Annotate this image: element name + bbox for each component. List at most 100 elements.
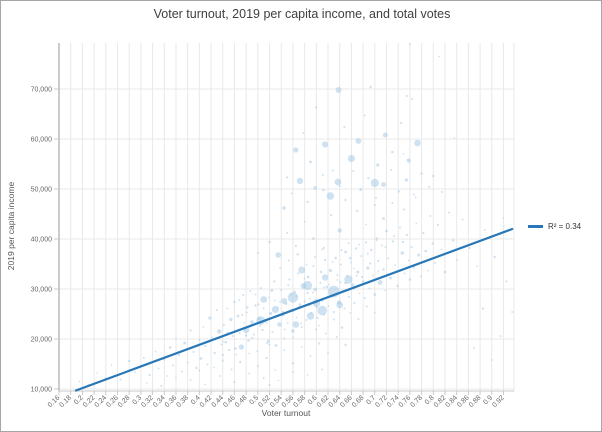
- data-point[interactable]: [269, 311, 273, 316]
- data-point[interactable]: [222, 324, 225, 326]
- data-point[interactable]: [411, 98, 414, 100]
- data-point[interactable]: [391, 240, 395, 243]
- data-point[interactable]: [248, 372, 250, 375]
- data-point[interactable]: [389, 276, 393, 280]
- data-point[interactable]: [277, 322, 282, 327]
- data-point[interactable]: [347, 242, 350, 244]
- data-point[interactable]: [315, 328, 318, 331]
- data-point[interactable]: [349, 261, 352, 264]
- data-point[interactable]: [234, 347, 237, 350]
- data-point[interactable]: [271, 331, 274, 333]
- data-point[interactable]: [312, 265, 315, 267]
- data-point[interactable]: [448, 211, 451, 214]
- data-point[interactable]: [241, 314, 244, 316]
- data-point[interactable]: [332, 318, 335, 321]
- data-point[interactable]: [256, 365, 259, 367]
- data-point[interactable]: [78, 380, 81, 383]
- data-point[interactable]: [365, 305, 368, 308]
- data-point[interactable]: [331, 169, 334, 172]
- data-point[interactable]: [172, 364, 175, 367]
- data-point[interactable]: [198, 369, 201, 372]
- data-point[interactable]: [280, 289, 283, 291]
- data-point[interactable]: [441, 191, 444, 193]
- data-point[interactable]: [175, 376, 177, 379]
- data-point[interactable]: [202, 326, 205, 328]
- data-point[interactable]: [306, 200, 309, 204]
- data-point[interactable]: [325, 285, 329, 289]
- data-point[interactable]: [373, 311, 376, 314]
- data-point[interactable]: [324, 332, 327, 335]
- data-point[interactable]: [290, 293, 293, 296]
- data-point[interactable]: [377, 259, 380, 263]
- data-point[interactable]: [96, 372, 98, 374]
- data-point[interactable]: [296, 253, 299, 256]
- data-point[interactable]: [285, 176, 289, 179]
- data-point[interactable]: [361, 280, 365, 283]
- data-point[interactable]: [429, 215, 432, 217]
- data-point[interactable]: [302, 132, 305, 134]
- data-point[interactable]: [390, 169, 393, 171]
- data-point[interactable]: [394, 264, 397, 266]
- data-point[interactable]: [377, 270, 380, 272]
- data-point[interactable]: [270, 289, 274, 292]
- data-point[interactable]: [404, 178, 408, 182]
- data-point[interactable]: [358, 243, 360, 246]
- data-point[interactable]: [297, 272, 300, 275]
- data-point[interactable]: [398, 226, 401, 229]
- data-point[interactable]: [306, 291, 309, 295]
- data-point[interactable]: [199, 357, 203, 360]
- data-point[interactable]: [493, 255, 496, 259]
- data-point[interactable]: [221, 359, 224, 362]
- data-point[interactable]: [256, 252, 259, 254]
- data-point[interactable]: [252, 333, 255, 336]
- data-point[interactable]: [407, 259, 410, 262]
- data-point[interactable]: [321, 274, 329, 281]
- data-point[interactable]: [291, 371, 294, 373]
- data-point[interactable]: [134, 371, 136, 373]
- data-point[interactable]: [434, 262, 437, 264]
- data-point[interactable]: [327, 305, 330, 307]
- data-point[interactable]: [481, 307, 485, 310]
- data-point[interactable]: [334, 178, 342, 186]
- data-point[interactable]: [420, 172, 423, 175]
- data-point[interactable]: [375, 238, 378, 242]
- data-point[interactable]: [473, 347, 476, 349]
- data-point[interactable]: [329, 213, 333, 217]
- data-point[interactable]: [368, 287, 371, 290]
- data-point[interactable]: [321, 248, 324, 251]
- data-point[interactable]: [370, 248, 373, 252]
- data-point[interactable]: [204, 383, 207, 386]
- data-point[interactable]: [367, 176, 370, 180]
- data-point[interactable]: [344, 343, 347, 347]
- data-point[interactable]: [250, 320, 254, 324]
- data-point[interactable]: [254, 304, 257, 307]
- data-point[interactable]: [373, 293, 377, 296]
- data-point[interactable]: [336, 274, 339, 276]
- data-point[interactable]: [217, 329, 222, 334]
- data-point[interactable]: [262, 307, 265, 310]
- data-point[interactable]: [364, 241, 368, 244]
- data-point[interactable]: [385, 229, 388, 233]
- data-point[interactable]: [274, 369, 277, 371]
- data-point[interactable]: [213, 366, 215, 369]
- data-point[interactable]: [344, 275, 353, 284]
- data-point[interactable]: [220, 343, 223, 346]
- data-point[interactable]: [323, 286, 325, 289]
- data-point[interactable]: [322, 188, 325, 192]
- data-point[interactable]: [374, 197, 377, 199]
- data-point[interactable]: [127, 359, 131, 363]
- data-point[interactable]: [348, 256, 352, 260]
- data-point[interactable]: [160, 385, 163, 387]
- data-point[interactable]: [401, 240, 405, 244]
- data-point[interactable]: [408, 278, 412, 281]
- data-point[interactable]: [293, 147, 299, 153]
- data-point[interactable]: [245, 311, 248, 314]
- data-point[interactable]: [363, 114, 366, 117]
- data-point[interactable]: [397, 190, 400, 193]
- data-point[interactable]: [259, 287, 262, 289]
- data-point[interactable]: [224, 340, 227, 344]
- data-point[interactable]: [277, 379, 280, 382]
- data-point[interactable]: [453, 137, 456, 139]
- data-point[interactable]: [305, 263, 308, 266]
- data-point[interactable]: [369, 85, 372, 89]
